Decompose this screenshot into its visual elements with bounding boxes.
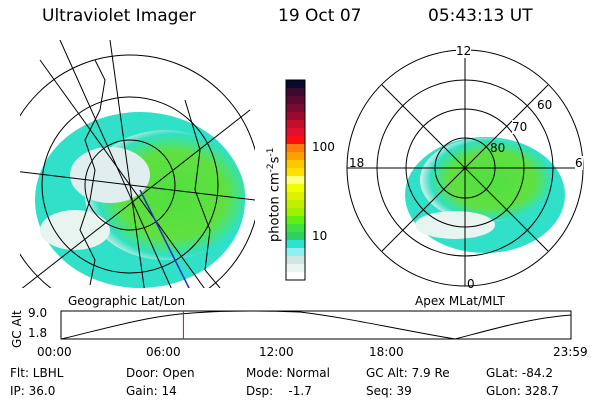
- lat-label-80: 80: [490, 141, 506, 155]
- geographic-map: [20, 40, 255, 288]
- colorbar-swatch: [286, 192, 305, 201]
- colorbar-swatch: [286, 80, 305, 89]
- colorbar-border: [285, 79, 306, 281]
- colorbar-swatch: [286, 272, 305, 281]
- glon: GLon: 328.7: [486, 384, 559, 398]
- alt-ytick-9: 9.0: [28, 306, 48, 320]
- mlt-label-12: 12: [456, 44, 472, 58]
- colorbar-swatch: [286, 224, 305, 233]
- gain: Gain: 14: [126, 384, 177, 398]
- colorbar-swatch: [286, 256, 305, 265]
- colorbar-swatch: [286, 240, 305, 249]
- colorbar-tick-100: 100: [312, 140, 335, 154]
- colorbar-swatch: [286, 168, 305, 177]
- colorbar-swatch: [286, 208, 305, 217]
- colorbar-swatch: [286, 120, 305, 129]
- xtick-2359: 23:59: [553, 345, 588, 359]
- colorbar-tick-10: 10: [312, 229, 328, 243]
- dsp: Dsp: -1.7: [246, 384, 312, 398]
- seq: Seq: 39: [366, 384, 412, 398]
- colorbar-label: photon cm-2s-1: [266, 148, 282, 242]
- colorbar-swatch: [286, 264, 305, 273]
- colorbar-swatch: [286, 200, 305, 209]
- colorbar-label-text: photon cm: [267, 172, 283, 242]
- mode: Mode: Normal: [246, 366, 330, 380]
- xtick-1800: 18:00: [369, 345, 404, 359]
- ip: IP: 36.0: [10, 384, 56, 398]
- colorbar-swatch: [286, 248, 305, 257]
- right-map-label: Apex MLat/MLT: [415, 294, 505, 308]
- magnetic-map: [346, 49, 584, 287]
- colorbar-swatch: [286, 176, 305, 185]
- altitude-ylabel: GC Alt: [10, 310, 24, 348]
- date: 19 Oct 07: [278, 6, 362, 26]
- colorbar-swatch: [286, 232, 305, 241]
- colorbar-swatch: [286, 128, 305, 137]
- xtick-0000: 00:00: [37, 345, 72, 359]
- lat-label-60: 60: [537, 98, 553, 112]
- filter: Flt: LBHL: [10, 366, 64, 380]
- colorbar-swatch: [286, 104, 305, 113]
- colorbar-exp1: -2: [266, 163, 276, 173]
- colorbar-swatch: [286, 88, 305, 97]
- colorbar-unit2: s: [267, 156, 283, 164]
- altitude-plot: [60, 310, 572, 340]
- colorbar-swatch: [286, 144, 305, 153]
- colorbar-exp2: -1: [266, 147, 276, 157]
- gc-alt: GC Alt: 7.9 Re: [366, 366, 450, 380]
- mlt-label-6: 6: [575, 156, 583, 170]
- lat-label-70: 70: [512, 120, 528, 134]
- mlt-label-0: 0: [467, 277, 475, 291]
- instrument-title: Ultraviolet Imager: [42, 6, 196, 26]
- door: Door: Open: [126, 366, 195, 380]
- xtick-0600: 06:00: [146, 345, 181, 359]
- mlt-label-18: 18: [349, 156, 365, 170]
- xtick-1200: 12:00: [259, 345, 294, 359]
- time: 05:43:13 UT: [428, 6, 533, 26]
- colorbar-swatch: [286, 152, 305, 161]
- colorbar-swatch: [286, 160, 305, 169]
- colorbar: [285, 79, 306, 281]
- colorbar-swatch: [286, 112, 305, 121]
- colorbar-swatch: [286, 96, 305, 105]
- colorbar-swatch: [286, 136, 305, 145]
- glat: GLat: -84.2: [486, 366, 553, 380]
- colorbar-swatch: [286, 184, 305, 193]
- colorbar-swatch: [286, 216, 305, 225]
- left-map-label: Geographic Lat/Lon: [68, 294, 186, 308]
- alt-ytick-1-8: 1.8: [28, 326, 48, 340]
